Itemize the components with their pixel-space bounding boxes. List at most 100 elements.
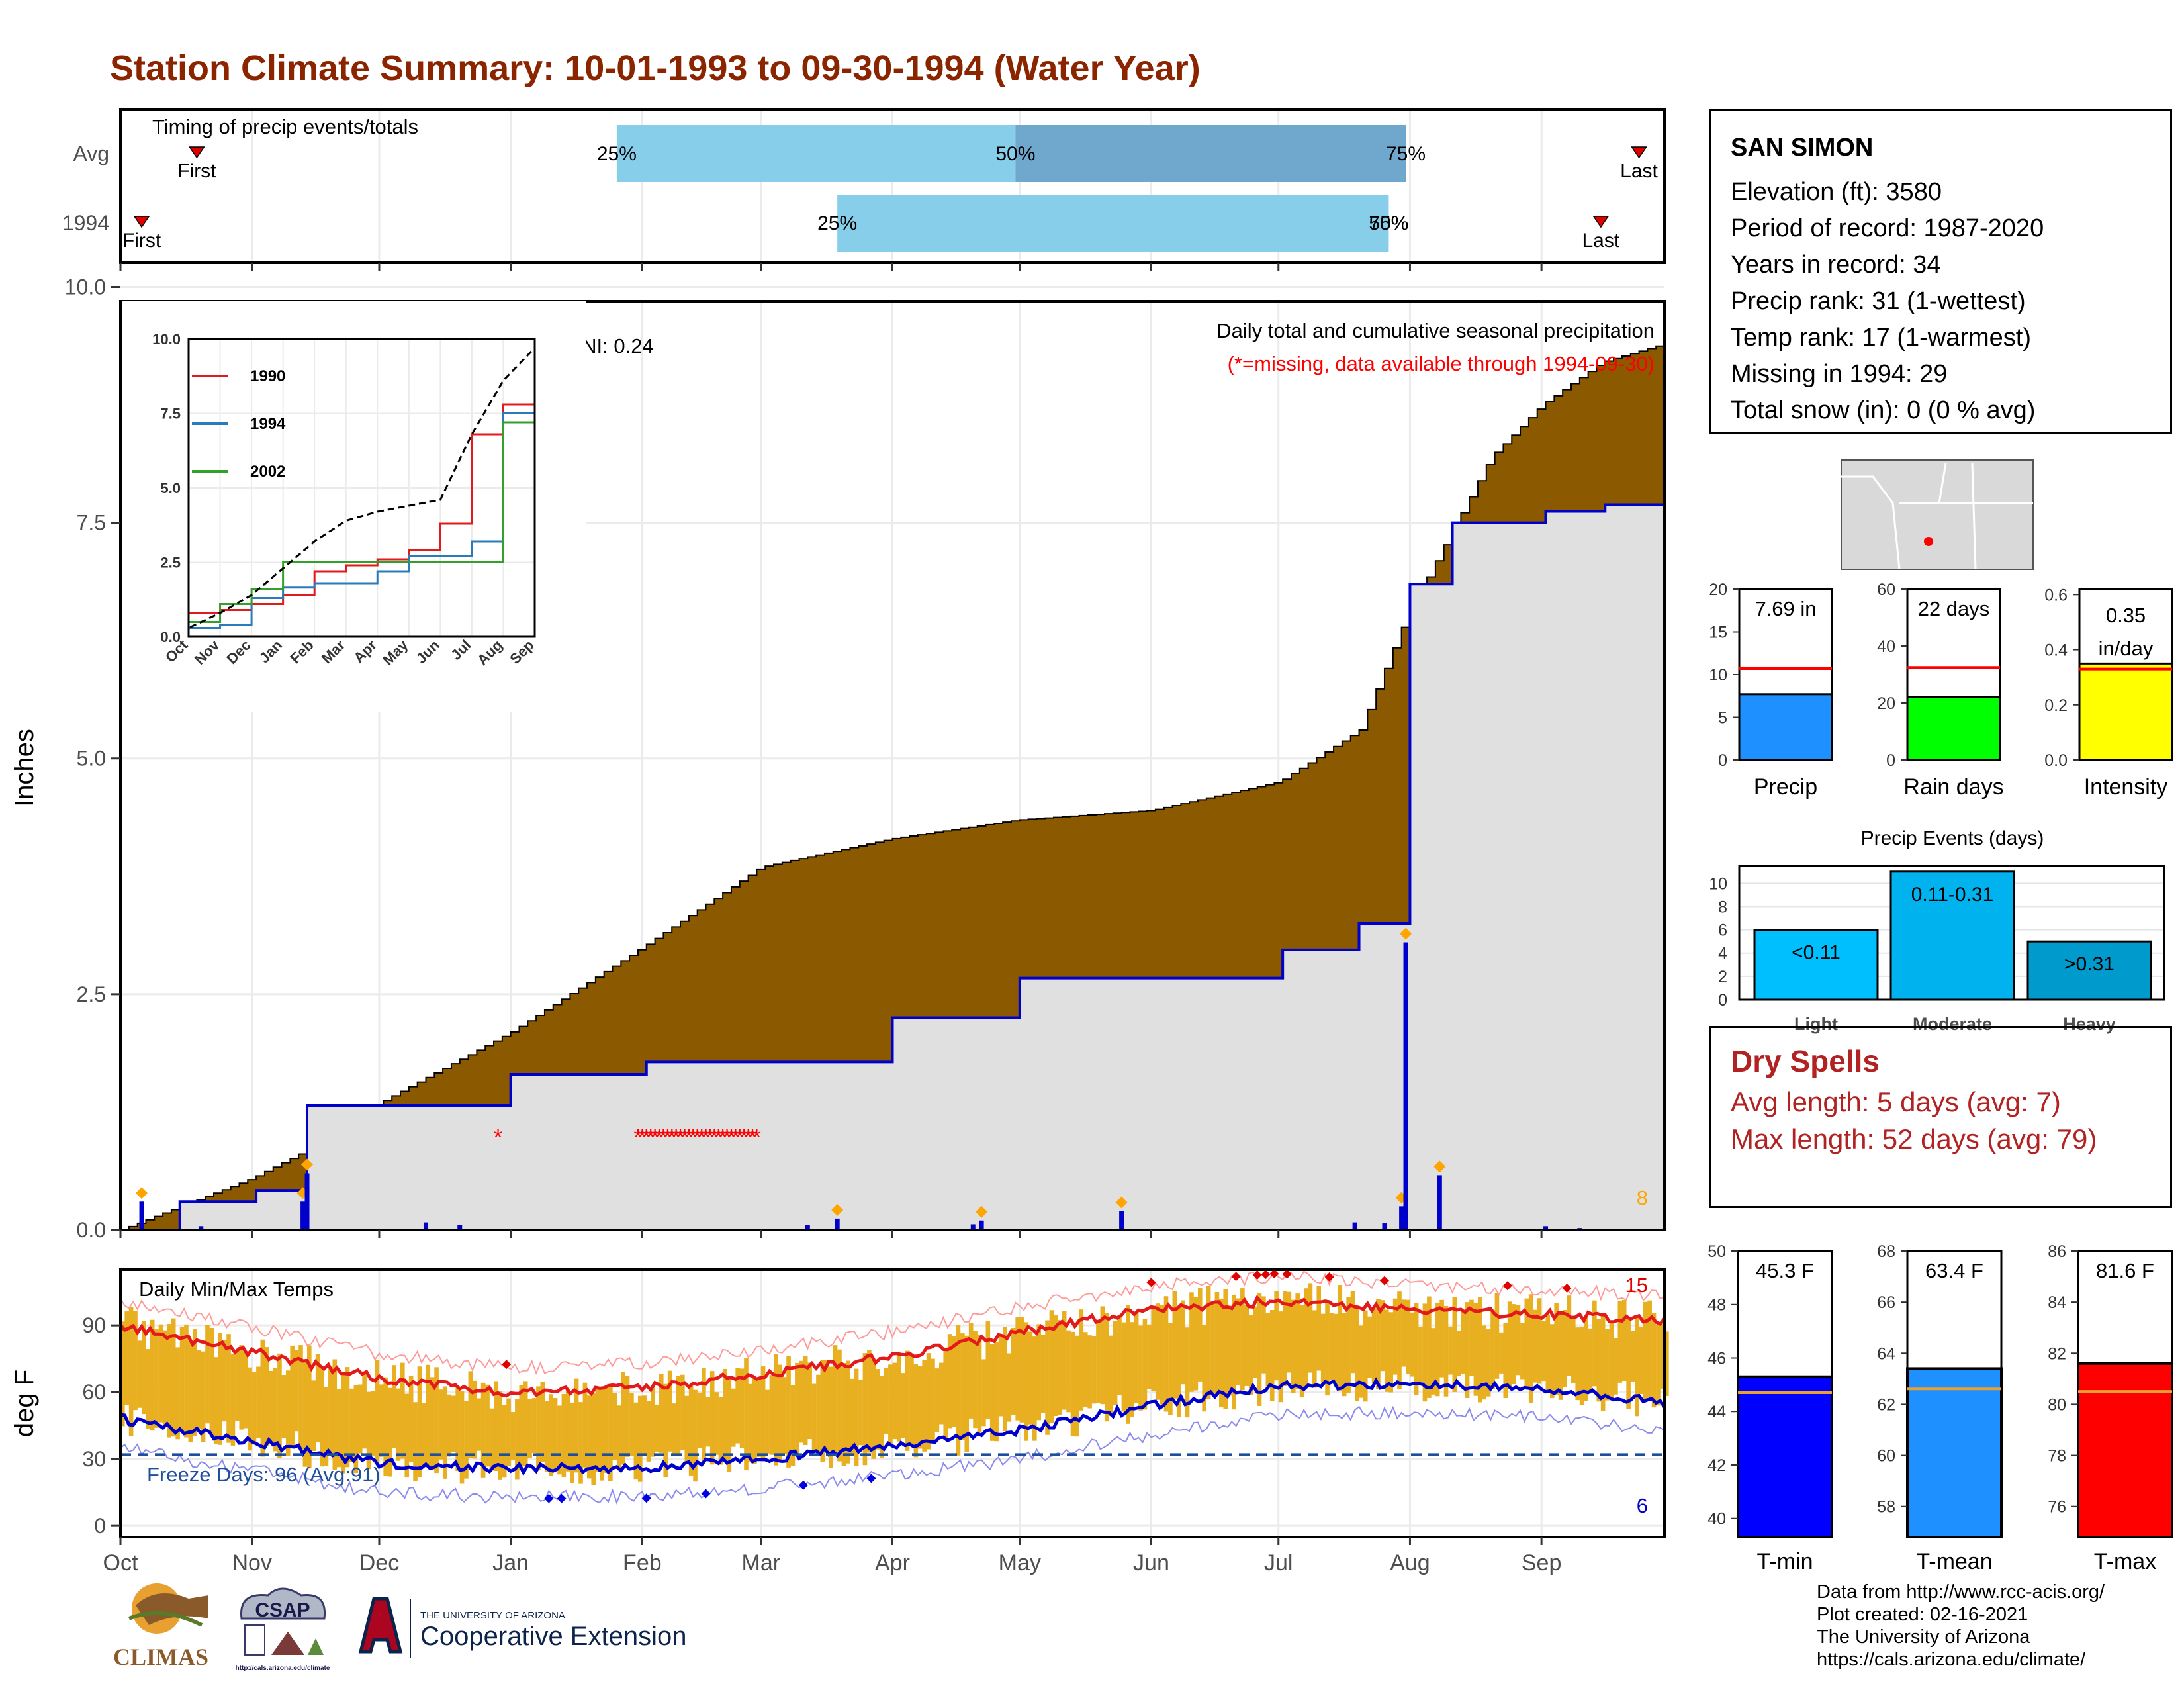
missing-marker: * bbox=[740, 1125, 749, 1150]
daily-temp-range-bar bbox=[502, 1405, 507, 1478]
daily-temp-range-bar bbox=[1465, 1302, 1470, 1398]
daily-temp-range-bar bbox=[1384, 1309, 1389, 1392]
summary-tick-label: 60 bbox=[1877, 581, 1895, 599]
daily-temp-range-bar bbox=[1342, 1313, 1347, 1397]
daily-temp-range-bar bbox=[251, 1372, 257, 1445]
daily-temp-range-bar bbox=[146, 1349, 151, 1429]
events-bar bbox=[2026, 940, 2152, 1001]
record-low-diamond bbox=[798, 1480, 808, 1490]
daily-temp-range-bar bbox=[1197, 1288, 1203, 1382]
daily-temp-range-bar bbox=[1138, 1325, 1143, 1411]
page-title: Station Climate Summary: 10-01-1993 to 0… bbox=[110, 48, 1201, 88]
daily-temp-range-bar bbox=[1329, 1313, 1334, 1380]
daily-temp-range-bar bbox=[1486, 1329, 1491, 1397]
daily-temp-range-bar bbox=[438, 1389, 443, 1460]
station-info-box: SAN SIMON Elevation (ft): 3580 Period of… bbox=[1709, 109, 2172, 434]
daily-temp-range-bar bbox=[790, 1385, 796, 1466]
daily-temp-range-bar bbox=[1160, 1305, 1164, 1405]
missing-marker: * bbox=[705, 1125, 714, 1150]
daily-temp-range-bar bbox=[820, 1360, 825, 1462]
daily-temp-range-bar bbox=[1083, 1332, 1088, 1407]
daily-temp-range-bar bbox=[167, 1324, 172, 1438]
daily-temp-range-bar bbox=[735, 1368, 740, 1444]
daily-temp-range-bar bbox=[1299, 1305, 1304, 1398]
events-bar-label: <0.11 bbox=[1792, 942, 1841, 964]
daily-temp-range-bar bbox=[485, 1384, 490, 1467]
daily-temp-range-bar bbox=[845, 1360, 850, 1464]
daily-temp-range-bar bbox=[434, 1367, 439, 1474]
precip-ytick-label: 7.5 bbox=[77, 511, 106, 535]
daily-temp-range-bar bbox=[1549, 1324, 1555, 1399]
daily-temp-range-bar bbox=[833, 1345, 838, 1456]
record-low-diamond bbox=[641, 1493, 651, 1503]
missing-marker: * bbox=[744, 1125, 752, 1150]
daily-temp-range-bar bbox=[731, 1388, 736, 1447]
daily-temp-range-bar bbox=[1626, 1317, 1631, 1409]
daily-precip-bar bbox=[1437, 1175, 1442, 1230]
daily-temp-range-bar bbox=[561, 1393, 567, 1477]
daily-precip-bar bbox=[979, 1220, 984, 1230]
temp-summary-tick-label: 48 bbox=[1707, 1296, 1726, 1315]
daily-temp-range-bar bbox=[1392, 1298, 1398, 1375]
daily-temp-range-bar bbox=[774, 1354, 778, 1466]
daily-temp-range-bar bbox=[175, 1347, 180, 1440]
daily-temp-range-bar bbox=[531, 1398, 537, 1453]
missing-marker: * bbox=[731, 1125, 740, 1150]
record-low-diamond bbox=[557, 1493, 567, 1503]
daily-temp-range-bar bbox=[616, 1405, 621, 1471]
daily-temp-range-bar bbox=[1656, 1324, 1661, 1406]
daily-temp-range-bar bbox=[1126, 1305, 1130, 1424]
temp-ytick-label: 60 bbox=[82, 1380, 106, 1404]
daily-temp-range-bar bbox=[1660, 1321, 1665, 1389]
climas-logo: CLIMAS bbox=[113, 1583, 208, 1670]
daily-temp-range-bar bbox=[1304, 1288, 1308, 1387]
daily-temp-range-bar bbox=[315, 1354, 320, 1443]
daily-temp-range-bar bbox=[1473, 1302, 1479, 1396]
daily-temp-range-bar bbox=[760, 1366, 766, 1461]
first-marker bbox=[133, 216, 150, 228]
daily-temp-range-bar bbox=[345, 1367, 350, 1468]
station-line: Temp rank: 17 (1-warmest) bbox=[1731, 324, 2032, 352]
daily-precip-bar bbox=[805, 1225, 810, 1230]
daily-temp-range-bar bbox=[765, 1389, 770, 1454]
daily-temp-range-bar bbox=[684, 1395, 690, 1462]
month-label: Mar bbox=[742, 1550, 781, 1575]
daily-temp-range-bar bbox=[1338, 1285, 1343, 1391]
daily-temp-range-bar bbox=[1168, 1323, 1173, 1415]
temp-summary-tick-label: 62 bbox=[1877, 1395, 1895, 1414]
daily-temp-range-bar bbox=[1461, 1311, 1465, 1374]
csap-text: CSAP bbox=[255, 1599, 310, 1621]
heavy-event-diamond bbox=[1115, 1196, 1128, 1209]
daily-temp-range-bar bbox=[795, 1362, 799, 1455]
daily-temp-range-bar bbox=[637, 1395, 643, 1482]
daily-temp-range-bar bbox=[816, 1374, 821, 1453]
daily-temp-range-bar bbox=[192, 1329, 197, 1436]
csap-logo: CSAP http://cals.arizona.edu/climate bbox=[236, 1587, 330, 1672]
daily-temp-range-bar bbox=[582, 1382, 588, 1468]
inset-series-line bbox=[187, 351, 536, 637]
daily-temp-range-bar bbox=[1121, 1322, 1126, 1412]
daily-temp-range-bar bbox=[1363, 1310, 1368, 1402]
daily-temp-range-bar bbox=[544, 1401, 549, 1472]
daily-temp-range-bar bbox=[387, 1387, 392, 1477]
daily-temp-range-bar bbox=[1520, 1323, 1525, 1380]
missing-marker: * bbox=[680, 1125, 689, 1150]
daily-temp-range-bar bbox=[226, 1334, 231, 1443]
daily-temp-range-bar bbox=[939, 1362, 944, 1425]
daily-temp-range-bar bbox=[404, 1393, 410, 1478]
daily-temp-range-bar bbox=[782, 1377, 787, 1454]
record-high-diamond bbox=[1562, 1284, 1572, 1293]
summary-label: Precip bbox=[1754, 774, 1817, 800]
daily-temp-range-bar bbox=[557, 1405, 562, 1475]
daily-temp-range-bar bbox=[128, 1307, 134, 1436]
daily-temp-range-bar bbox=[1579, 1327, 1584, 1405]
record-high-diamond bbox=[1261, 1270, 1271, 1280]
daily-temp-range-bar bbox=[1609, 1323, 1614, 1399]
daily-temp-range-bar bbox=[1414, 1303, 1419, 1395]
heavy-event-diamond bbox=[136, 1187, 148, 1199]
daily-temp-range-bar bbox=[1406, 1299, 1410, 1374]
daily-temp-range-bar bbox=[587, 1395, 592, 1479]
temp-bars-panel: 45.3 F 40 42 44 46 48 50 T-min 63.4 F 58 60 62 64 66 6… bbox=[1707, 1243, 2173, 1574]
timing-pct-label: 50% bbox=[995, 143, 1035, 165]
